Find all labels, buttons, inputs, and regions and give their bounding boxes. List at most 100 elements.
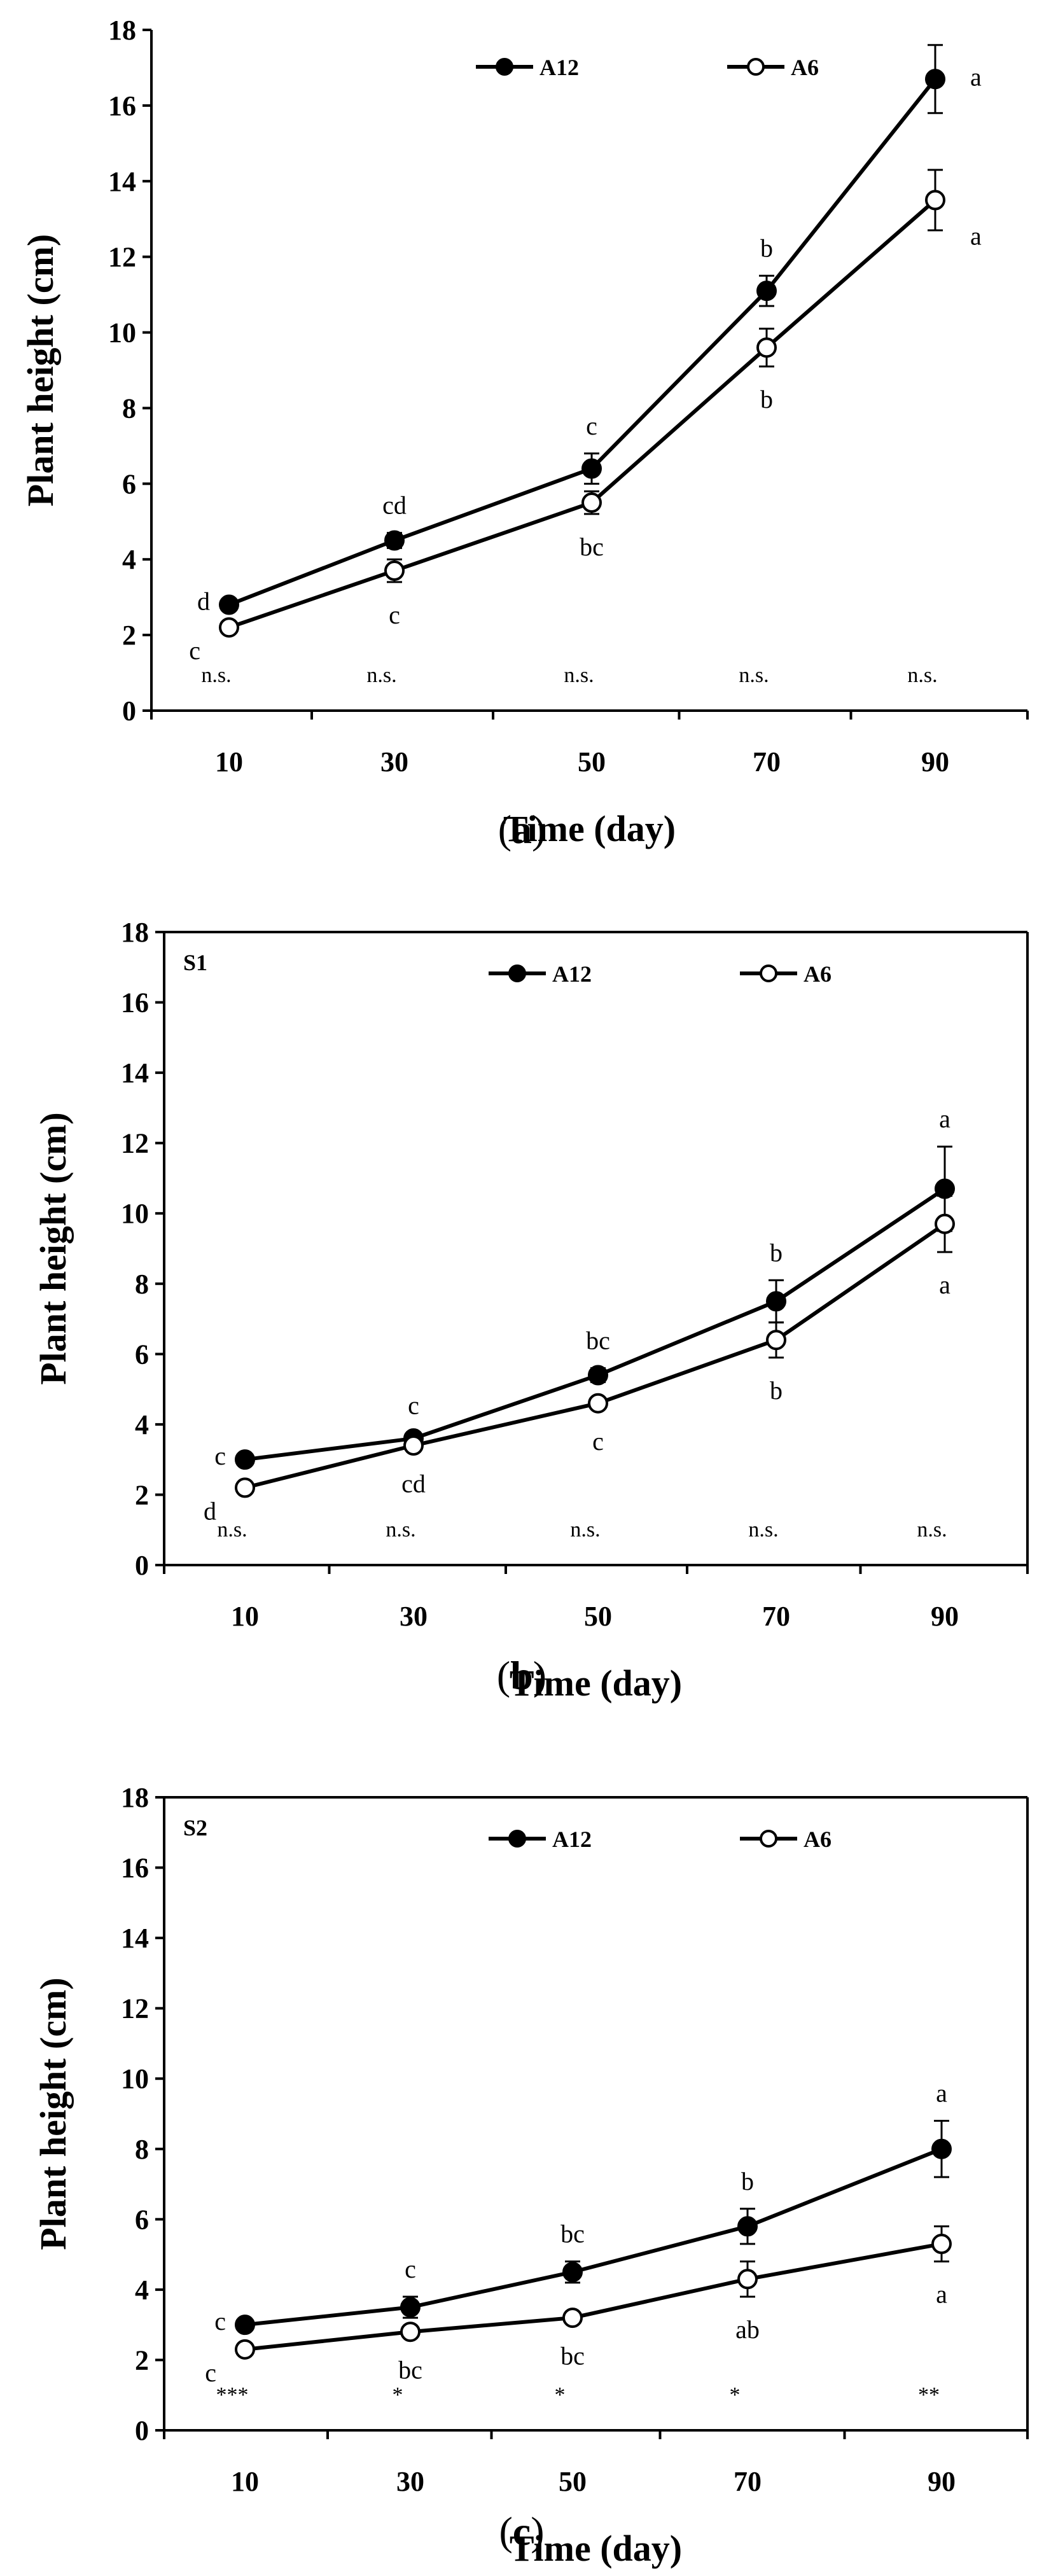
group-letter-a6: ab [735,2315,760,2344]
x-axis-title: Time (day) [510,2528,682,2569]
y-tick-label: 8 [135,1269,149,1300]
group-letter-a12: bc [586,1326,610,1354]
y-axis-title: Plant height (cm) [20,234,61,507]
y-axis-title: Plant height (cm) [32,1977,74,2250]
significance-label: n.s. [564,664,594,687]
x-tick-label: 50 [559,2466,587,2497]
legend-marker [496,58,513,76]
y-tick-label: 0 [135,1550,149,1581]
data-point-a12 [235,2315,255,2336]
data-point-a6 [766,1330,786,1351]
group-letter-a12: a [970,62,982,91]
y-tick-label: 2 [122,620,136,651]
x-tick-label: 70 [762,1601,790,1632]
group-letter-a12: bc [560,2220,585,2248]
y-tick-label: 14 [108,166,136,197]
chart-panel-a: 0 2 4 6 8 10 12 14 16 18 10 30 50 70 90 Plant height (c… [20,15,1029,852]
data-point-a6 [384,560,405,581]
data-point-a12 [925,69,945,90]
y-tick-label: 4 [135,2274,149,2306]
x-tick-label: 90 [921,746,949,777]
legend-label: A6 [791,55,819,80]
group-letter-a6: b [760,385,773,414]
significance-label: n.s. [201,664,231,687]
x-tick-label: 30 [400,1601,428,1632]
group-letter-a6: c [189,636,200,665]
group-letter-a12: c [405,2255,416,2283]
group-letter-a6: a [939,1271,950,1299]
group-letter-a12: c [214,1442,226,1470]
series-line-a12 [228,78,937,607]
significance-label: *** [216,2383,249,2407]
significance-label: * [730,2383,741,2407]
group-letter-a6: d [204,1496,216,1525]
legend-marker [747,58,765,76]
group-letter-a12: a [936,2079,947,2108]
x-tick-label: 10 [231,1601,259,1632]
data-point-a6 [562,2308,583,2329]
chart-panel-b: 0 2 4 6 8 10 12 14 16 18 10 30 50 70 90 Plant height (c… [32,917,1029,1704]
group-letter-a6: c [592,1427,604,1456]
x-tick-label: 90 [931,1601,959,1632]
figure-caption: (c) [499,2509,544,2554]
data-point-a12 [384,530,405,551]
y-tick-label: 16 [121,1853,149,1884]
x-axis-title: Time (day) [503,808,676,849]
significance-label: ** [918,2383,940,2407]
group-letter-a12: c [408,1391,419,1420]
legend-label: A12 [552,961,592,987]
y-tick-label: 12 [121,1128,149,1159]
y-tick-label: 8 [122,393,136,424]
data-point-a12 [235,1449,255,1470]
x-tick-label: 50 [578,746,606,777]
data-point-a6 [935,1213,955,1234]
group-letter-a12: d [197,587,210,616]
group-letter-a6: a [936,2280,947,2309]
group-letter-a6: bc [560,2341,585,2370]
panel-label: S2 [183,1815,207,1841]
legend-label: A12 [552,1827,592,1852]
y-axis-title: Plant height (cm) [32,1112,74,1385]
y-tick-label: 18 [121,917,149,948]
y-tick-label: 18 [121,1782,149,1813]
significance-label: n.s. [748,1518,778,1542]
significance-label: n.s. [386,1518,415,1542]
legend-label: A6 [804,961,832,987]
y-tick-label: 14 [121,1923,149,1954]
significance-label: * [555,2383,566,2407]
data-point-a6 [925,190,945,211]
x-axis-title: Time (day) [510,1662,682,1704]
data-point-a6 [403,1435,424,1456]
y-tick-label: 10 [108,317,136,349]
series-line-a12 [244,2147,943,2327]
x-tick-label: 70 [753,746,781,777]
group-letter-a12: cd [382,491,407,520]
y-tick-label: 16 [121,987,149,1019]
legend-label: A6 [804,1827,832,1852]
data-point-a6 [756,337,777,358]
group-letter-a12: b [741,2167,754,2196]
series-line-a12 [244,1187,946,1462]
x-tick-label: 10 [215,746,243,777]
y-tick-label: 10 [121,2063,149,2094]
data-point-a12 [562,2262,583,2283]
x-tick-label: 30 [380,746,408,777]
significance-label: * [393,2383,403,2407]
significance-label: n.s. [917,1518,947,1542]
series-line-a6 [244,2242,942,2351]
x-tick-label: 50 [584,1601,612,1632]
data-point-a12 [737,2216,758,2237]
group-letter-a6: cd [401,1469,426,1498]
group-letter-a6: bc [398,2356,422,2385]
y-tick-label: 2 [135,2344,149,2376]
group-letter-a6: bc [580,533,604,561]
x-tick-label: 70 [734,2466,762,2497]
group-letter-a12: b [770,1238,783,1267]
y-tick-label: 12 [108,242,136,273]
data-point-a12 [400,2297,421,2318]
y-tick-label: 12 [121,1993,149,2024]
significance-label: n.s. [570,1518,600,1542]
x-tick-label: 90 [928,2466,956,2497]
data-point-a6 [235,2339,255,2360]
